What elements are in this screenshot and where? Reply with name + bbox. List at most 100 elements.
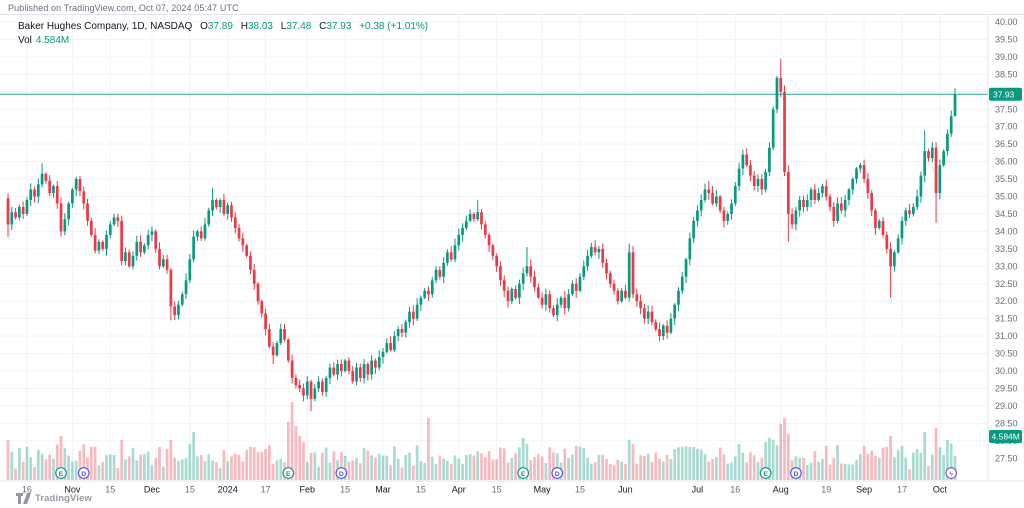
volume-bar: [590, 463, 593, 480]
volume-bar: [385, 455, 389, 480]
candle-body: [620, 290, 624, 302]
volume-bar: [393, 446, 396, 480]
candle-body: [828, 196, 832, 207]
earnings-badge[interactable]: E: [282, 467, 295, 479]
volume-bar: [851, 464, 855, 480]
volume-bar: [169, 440, 173, 480]
volume-bar: [711, 458, 714, 480]
tradingview-attribution[interactable]: TradingView: [16, 493, 92, 504]
candle-body: [358, 367, 362, 378]
time-tick-label: 19: [821, 485, 831, 495]
separators: [0, 14, 1024, 482]
candle-body: [809, 189, 813, 200]
candle-body: [889, 248, 892, 267]
candle-body: [116, 217, 120, 221]
price-tick-label: 27.50: [995, 453, 1018, 463]
candle-body: [590, 247, 593, 256]
volume-bar: [442, 458, 445, 480]
volume-bar: [813, 451, 817, 480]
volume-bar: [552, 452, 555, 480]
svg-text:ϟ: ϟ: [949, 471, 953, 478]
legend-volume-row: Vol 4.584M: [18, 34, 428, 47]
candle-body: [86, 203, 89, 221]
volume-bar: [449, 463, 453, 480]
candle-body: [63, 219, 67, 232]
volume-bar: [328, 462, 332, 480]
volume-bar: [749, 452, 752, 480]
volume-bar: [836, 445, 839, 480]
volume-bar: [718, 447, 722, 480]
candle-body: [502, 280, 506, 291]
candle-body: [108, 224, 112, 235]
volume-bar: [343, 455, 347, 480]
candle-body: [798, 199, 802, 211]
candle-body: [874, 210, 877, 228]
volume-bar: [260, 451, 264, 480]
candle-body: [101, 241, 105, 249]
volume-bar: [347, 461, 351, 480]
candle-body: [658, 329, 661, 337]
candle-body: [544, 294, 548, 305]
volume-bar: [722, 454, 726, 480]
dividend-badge[interactable]: D: [335, 467, 348, 479]
candle-body: [430, 280, 434, 295]
earnings-badge[interactable]: E: [517, 467, 530, 479]
candle-body: [938, 165, 942, 194]
candle-body: [158, 248, 161, 267]
time-tick-label: 17: [261, 485, 271, 495]
candle-body: [135, 241, 139, 256]
candle-body: [881, 220, 885, 235]
volume-bar: [745, 462, 749, 480]
candle-body: [294, 377, 298, 385]
price-axis[interactable]: 40.0039.5039.0038.5038.0037.5037.0036.50…: [989, 17, 1022, 463]
volume-bar: [116, 468, 120, 480]
volume-bar: [699, 449, 703, 480]
candle-body: [855, 168, 858, 180]
volume-bar: [548, 447, 552, 480]
candle-body: [154, 231, 158, 249]
volume-bar: [351, 460, 355, 480]
candle-body: [196, 231, 199, 237]
candle-body: [563, 297, 567, 309]
volume-bar: [893, 457, 896, 480]
earnings-badge[interactable]: E: [759, 467, 772, 479]
volume-bar: [82, 444, 86, 480]
candle-body: [760, 179, 764, 190]
candle-body: [252, 269, 256, 284]
time-tick-label: 15: [340, 485, 350, 495]
candle-body: [192, 236, 195, 260]
candle-body: [74, 179, 78, 190]
candle-body: [514, 288, 517, 298]
candle-body: [805, 199, 809, 207]
candle-body: [120, 220, 123, 262]
earnings-badge[interactable]: E: [55, 467, 67, 479]
candle-body: [605, 262, 608, 274]
dividend-badge[interactable]: D: [790, 467, 802, 479]
volume-bar: [396, 458, 400, 480]
candle-body: [256, 283, 260, 302]
price-tick-label: 35.50: [995, 174, 1018, 184]
volume-bar: [237, 454, 241, 480]
candle-body: [6, 198, 10, 225]
candle-body: [18, 206, 21, 218]
volume-bar: [233, 453, 237, 480]
volume-bar: [199, 455, 203, 480]
dividend-badge[interactable]: D: [77, 467, 90, 479]
candle-body: [464, 220, 468, 228]
candle-body: [241, 238, 245, 246]
volume-bar: [953, 456, 957, 480]
price-tick-label: 40.00: [995, 17, 1018, 27]
dividend-badge[interactable]: D: [551, 467, 564, 479]
volume-bar: [374, 457, 377, 480]
time-tick-label: 15: [492, 485, 502, 495]
candle-body: [726, 213, 730, 221]
candle-body: [840, 203, 843, 211]
bolt-badge[interactable]: ϟ: [945, 467, 958, 479]
volume-bar: [245, 449, 248, 480]
time-axis[interactable]: 16 Nov 15 Dec 15 2024 17 Feb 15 Mar 15 Apr 15 May 15 Ju…: [22, 485, 947, 495]
volume-bar: [101, 461, 105, 480]
candle-body: [89, 220, 93, 235]
